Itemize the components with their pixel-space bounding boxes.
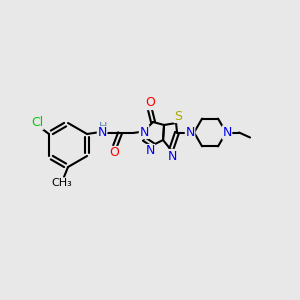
Text: N: N [140, 125, 149, 139]
Text: Cl: Cl [31, 116, 43, 130]
Text: N: N [222, 126, 232, 139]
Text: N: N [146, 145, 155, 158]
Text: N: N [98, 127, 107, 140]
Text: O: O [109, 146, 119, 160]
Text: S: S [174, 110, 182, 122]
Text: H: H [99, 122, 107, 132]
Text: N: N [167, 149, 177, 163]
Text: N: N [185, 126, 195, 139]
Text: O: O [145, 97, 155, 110]
Text: CH₃: CH₃ [52, 178, 72, 188]
